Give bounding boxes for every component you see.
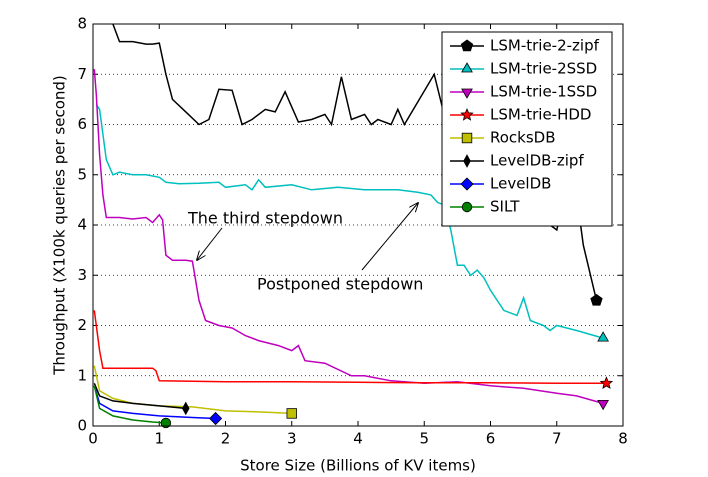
y-tick-label: 4: [77, 216, 87, 234]
plot-frame: [92, 23, 624, 427]
y-tick-label: 3: [77, 266, 87, 284]
series-marker: [286, 408, 297, 419]
x-tick-label: 8: [618, 430, 628, 448]
series-marker: [590, 293, 603, 306]
series-marker: [599, 376, 614, 389]
x-tick-label: 5: [419, 430, 429, 448]
annotation-arrow: [361, 203, 418, 271]
y-tick-label: 2: [77, 316, 87, 334]
annotation: The third stepdown: [187, 209, 343, 228]
series-line: [93, 385, 166, 424]
legend-marker: [460, 177, 474, 191]
legend-label: SILT: [490, 198, 520, 216]
series-line: [95, 103, 604, 339]
series-line: [93, 365, 292, 415]
x-tick-label: 4: [353, 430, 363, 448]
series-line: [93, 385, 216, 420]
legend-marker: [460, 39, 474, 52]
legend-marker: [460, 107, 474, 121]
x-tick-label: 0: [88, 430, 98, 448]
y-tick-label: 8: [77, 15, 87, 33]
series-line: [93, 310, 607, 385]
y-axis-label: Throughput (X100k queries per second): [51, 75, 69, 376]
series-marker: [181, 401, 190, 416]
legend-marker: [463, 154, 471, 168]
x-axis-label: Store Size (Billions of KV items): [240, 457, 476, 475]
legend-marker: [461, 201, 473, 213]
annotation: Postponed stepdown: [257, 275, 423, 294]
x-tick-label: 6: [486, 430, 496, 448]
annotation-arrow: [197, 227, 223, 260]
x-tick-label: 3: [287, 430, 297, 448]
legend-marker: [461, 132, 473, 144]
y-tick-label: 1: [77, 366, 87, 384]
legend-label: LevelDB: [490, 175, 551, 193]
legend-box: [441, 31, 613, 227]
series-marker: [597, 331, 609, 342]
series-marker: [209, 411, 223, 426]
legend-label: LSM-trie-2-zipf: [490, 37, 600, 55]
x-tick-label: 1: [154, 430, 164, 448]
y-tick-label: 5: [77, 165, 87, 183]
legend-label: LSM-trie-2SSD: [490, 60, 597, 78]
y-tick-label: 0: [77, 417, 87, 435]
series-line: [93, 383, 186, 410]
legend-label: LSM-trie-HDD: [490, 106, 591, 124]
legend-label: RocksDB: [490, 129, 556, 147]
x-tick-label: 7: [552, 430, 562, 448]
legend-marker: [461, 62, 473, 73]
legend-label: LevelDB-zipf: [490, 152, 584, 170]
series-marker: [597, 399, 609, 411]
y-tick-label: 6: [77, 115, 87, 133]
legend-marker: [461, 88, 473, 99]
series-marker: [160, 417, 172, 429]
x-tick-label: 2: [221, 430, 231, 448]
legend-label: LSM-trie-1SSD: [490, 83, 597, 101]
y-tick-label: 7: [77, 65, 87, 83]
